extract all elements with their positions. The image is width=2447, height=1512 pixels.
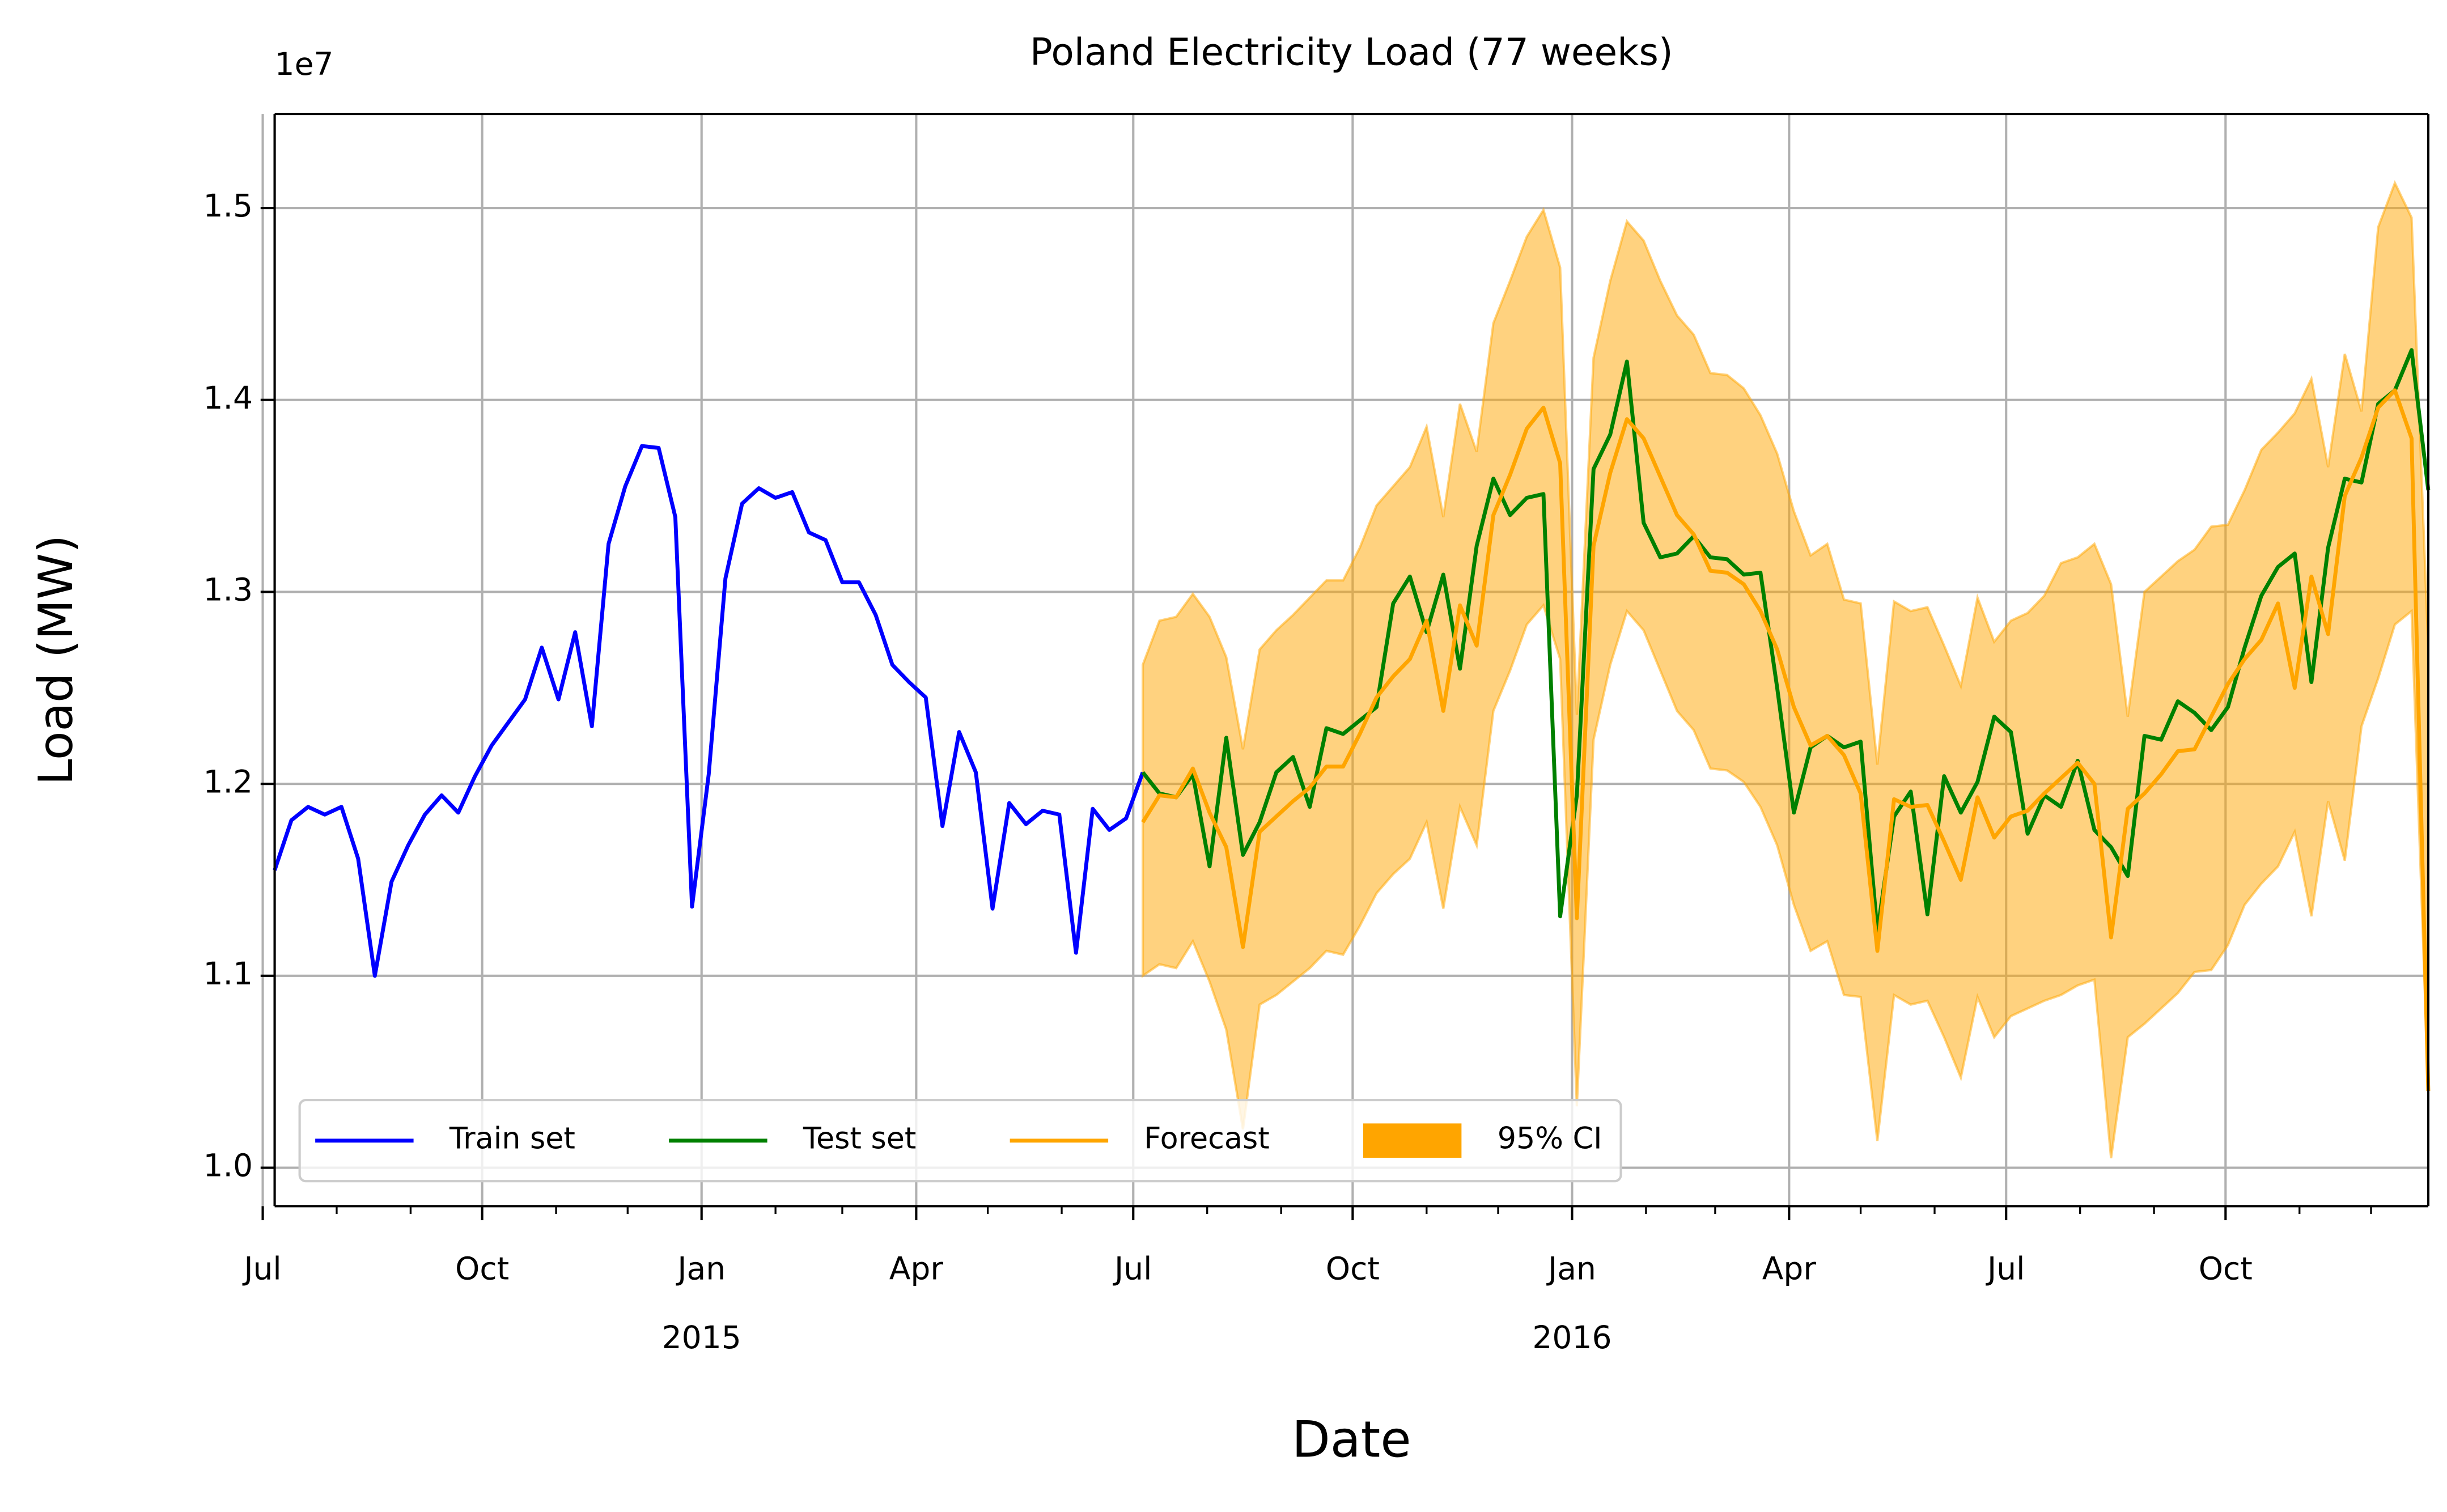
y-axis-label: Load (MW) xyxy=(29,535,83,785)
y-tick-label: 1.2 xyxy=(203,763,253,800)
legend-label: Forecast xyxy=(1144,1122,1269,1156)
x-tick-label: Jul xyxy=(242,1251,281,1287)
x-tick-label: Jan 2016 xyxy=(1532,1251,1611,1356)
y-tick-label: 1.4 xyxy=(203,380,253,416)
y-tick-label: 1.0 xyxy=(203,1148,253,1184)
series-line xyxy=(1141,388,2431,1091)
axes: 1.0 1.1 1.2 1.3 1.4 1.5 Jul Oct Jan 2015 Apr Jul Oct… xyxy=(203,112,2430,1356)
legend-frame xyxy=(298,1099,1622,1183)
y-offset-label: 1e7 xyxy=(275,46,334,82)
x-axis-label: Date xyxy=(1292,1411,1411,1469)
x-tick-label: Oct xyxy=(2199,1251,2253,1287)
series-line xyxy=(273,444,1145,978)
x-tick-label: Apr xyxy=(1762,1251,1817,1287)
x-tick-label: Oct xyxy=(455,1251,509,1287)
legend: Train set Test set Forecast 95% CI xyxy=(298,1099,1622,1183)
y-tick-label: 1.3 xyxy=(203,572,253,608)
legend-swatch xyxy=(1363,1123,1462,1158)
x-tick-label: Jul xyxy=(1986,1251,2025,1287)
x-tick-label: Apr xyxy=(889,1251,944,1287)
series-line xyxy=(1141,348,2431,934)
legend-label: 95% CI xyxy=(1498,1122,1602,1156)
y-tick-label: 1.5 xyxy=(203,188,253,224)
x-tick-label: Oct xyxy=(1326,1251,1380,1287)
legend-label: Train set xyxy=(449,1122,575,1156)
plot-area xyxy=(273,180,2431,1158)
x-tick-label: Jul xyxy=(1113,1251,1152,1287)
x-tick-label: Jan 2015 xyxy=(662,1251,741,1356)
y-tick-label: 1.1 xyxy=(203,955,253,992)
legend-label: Test set xyxy=(803,1122,917,1156)
chart-title: Poland Electricity Load (77 weeks) xyxy=(1030,31,1673,74)
